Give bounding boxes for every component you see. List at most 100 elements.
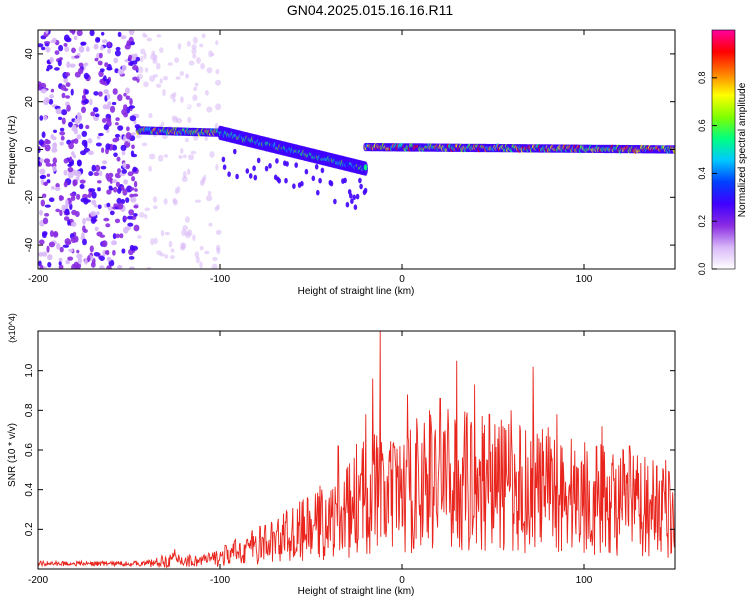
- heatmap-cell: [94, 164, 101, 172]
- heatmap-cell: [85, 124, 90, 130]
- heatmap-cell: [85, 199, 91, 203]
- heatmap-cell: [128, 30, 135, 35]
- heatmap-cell: [201, 33, 206, 39]
- heatmap-cell: [156, 34, 162, 38]
- heatmap-cell: [170, 255, 175, 260]
- heatmap-cell: [144, 207, 150, 212]
- heatmap-cell: [55, 108, 62, 115]
- heatmap-cell: [207, 190, 212, 196]
- heatmap-cell: [129, 61, 134, 66]
- heatmap-cell: [152, 196, 158, 203]
- heatmap-cell: [112, 179, 118, 184]
- heatmap-cell: [248, 173, 253, 179]
- heatmap-cell: [87, 255, 91, 262]
- x-tick-label: -200: [28, 575, 48, 586]
- heatmap-cell: [311, 175, 316, 182]
- heatmap-cell: [174, 57, 180, 63]
- heatmap-cell: [96, 231, 103, 237]
- snr-axes: -200 -100 0 100 0.2 0.4 0.6 0.8 1.0: [24, 331, 675, 586]
- heatmap-cell: [123, 216, 128, 221]
- heatmap-cell: [38, 252, 44, 257]
- heatmap-cell: [122, 188, 128, 196]
- heatmap-cell: [125, 87, 130, 94]
- heatmap-cell: [140, 55, 144, 63]
- heatmap-cell: [192, 36, 198, 44]
- heatmap-cell: [178, 255, 185, 263]
- heatmap-cell: [208, 222, 213, 227]
- heatmap-cell: [73, 129, 78, 135]
- heatmap-cell: [128, 54, 133, 61]
- heatmap-cell: [71, 47, 76, 54]
- heatmap-cell: [79, 179, 86, 184]
- heatmap-cell: [112, 249, 116, 256]
- heatmap-cell: [159, 47, 164, 53]
- heatmap-cell: [126, 185, 133, 193]
- heatmap-cell: [134, 188, 138, 192]
- colorbar-gradient: [711, 29, 736, 270]
- heatmap-cell: [196, 102, 202, 107]
- heatmap-cell: [39, 264, 44, 269]
- heatmap-cell: [89, 30, 95, 37]
- heatmap-cell: [199, 43, 204, 48]
- heatmap-cell: [130, 41, 135, 46]
- heatmap-cell: [162, 89, 166, 97]
- heatmap-cell: [38, 146, 41, 150]
- heatmap-cell: [125, 163, 131, 170]
- heatmap-cell: [61, 109, 68, 116]
- heatmap-cell: [46, 139, 51, 145]
- heatmap-cell: [46, 64, 53, 70]
- heatmap-cell: [329, 180, 334, 187]
- heatmap-cell: [358, 177, 362, 184]
- heatmap-cell: [106, 265, 112, 269]
- snr-plot-area: [38, 331, 675, 569]
- heatmap-cell: [191, 44, 197, 49]
- heatmap-cell: [350, 198, 354, 204]
- heatmap-cell: [91, 164, 96, 172]
- heatmap-cell: [187, 116, 192, 124]
- heatmap-cell: [256, 157, 261, 164]
- heatmap-cell: [48, 241, 55, 248]
- heatmap-cell: [90, 261, 96, 268]
- heatmap-cell: [208, 50, 213, 58]
- heatmap-cell: [209, 151, 215, 158]
- heatmap-cell: [187, 168, 191, 175]
- colorbar-tick-label: 0.4: [697, 167, 707, 180]
- heatmap-cell: [175, 76, 181, 80]
- x-tick-label: -100: [210, 575, 230, 586]
- heatmap-cell: [107, 257, 112, 261]
- heatmap-cell: [50, 39, 57, 44]
- heatmap-cell: [114, 218, 121, 224]
- heatmap-cell: [206, 67, 213, 74]
- heatmap-cell: [159, 252, 165, 257]
- heatmap-cell: [99, 52, 103, 59]
- heatmap-cell: [292, 183, 296, 189]
- heatmap-cell: [99, 265, 105, 269]
- heatmap-cell: [73, 35, 78, 41]
- heatmap-cell: [44, 144, 51, 152]
- heatmap-cell: [69, 203, 73, 210]
- heatmap-cell: [146, 37, 153, 42]
- heatmap-cell: [97, 204, 102, 210]
- heatmap-cell: [127, 215, 133, 220]
- heatmap-cell: [120, 144, 127, 152]
- heatmap-cell: [235, 173, 239, 180]
- heatmap-cell: [76, 170, 82, 178]
- heatmap-cell: [221, 156, 226, 163]
- heatmap-cell: [107, 205, 113, 211]
- heatmap-cell: [179, 71, 185, 76]
- heatmap-cell: [153, 237, 158, 245]
- x-tick-label: 0: [399, 575, 405, 586]
- heatmap-cell: [58, 57, 63, 61]
- heatmap-cell: [67, 256, 74, 261]
- heatmap-cell: [53, 142, 57, 150]
- heatmap-cell: [90, 216, 97, 224]
- spectrogram-marks: [38, 30, 675, 269]
- heatmap-cell: [76, 112, 81, 118]
- heatmap-cell: [171, 115, 178, 120]
- heatmap-cell: [188, 154, 194, 161]
- heatmap-cell: [117, 31, 122, 37]
- heatmap-cell: [144, 214, 148, 219]
- heatmap-cell: [117, 202, 124, 210]
- colorbar-tick-label: 0.8: [697, 72, 707, 85]
- heatmap-cell: [300, 180, 304, 187]
